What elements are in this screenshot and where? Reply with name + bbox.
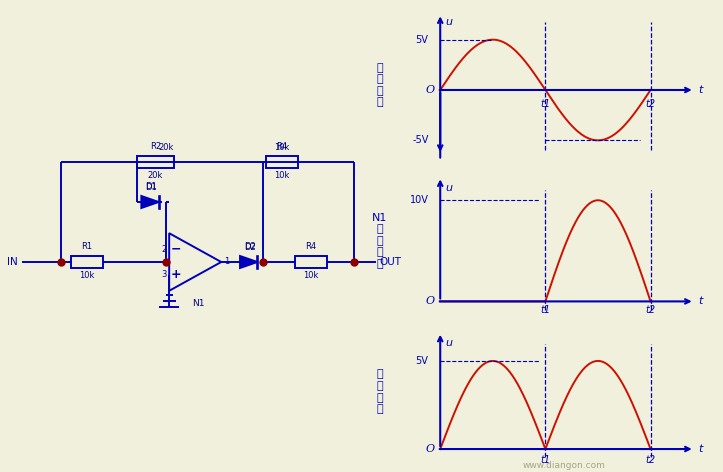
Text: t1: t1: [540, 99, 550, 109]
Text: −: −: [171, 243, 181, 256]
Bar: [266, 156, 298, 168]
Text: O: O: [426, 296, 435, 306]
Bar: [137, 156, 174, 168]
Text: 10k: 10k: [274, 171, 290, 180]
Text: t2: t2: [646, 305, 656, 315]
Text: u: u: [445, 17, 453, 27]
Text: 20k: 20k: [158, 143, 174, 152]
Polygon shape: [240, 256, 257, 268]
Text: IN: IN: [7, 257, 18, 267]
Text: O: O: [426, 444, 435, 454]
Text: u: u: [445, 183, 453, 193]
Text: -5V: -5V: [412, 135, 429, 145]
Text: t1: t1: [540, 455, 550, 465]
Text: t: t: [698, 296, 702, 306]
Text: O: O: [426, 85, 435, 95]
Text: t1: t1: [540, 305, 550, 315]
Text: D2: D2: [244, 243, 256, 252]
Text: OUT: OUT: [380, 257, 401, 267]
Bar: [295, 256, 327, 268]
Text: 10k: 10k: [274, 143, 290, 152]
Text: 输
出
信
号: 输 出 信 号: [377, 370, 383, 414]
Text: 1: 1: [224, 258, 229, 267]
Text: 10k: 10k: [79, 271, 95, 280]
Text: 20k: 20k: [147, 171, 163, 180]
Text: D1: D1: [145, 182, 158, 191]
Text: u: u: [445, 338, 453, 348]
Text: t2: t2: [646, 99, 656, 109]
Text: R2: R2: [150, 142, 161, 151]
Text: D1: D1: [145, 183, 158, 192]
Text: +: +: [171, 268, 181, 281]
Text: t: t: [698, 85, 702, 95]
Text: R4: R4: [305, 242, 317, 251]
Text: 5V: 5V: [416, 34, 429, 45]
Text: R4: R4: [276, 142, 288, 151]
Text: t2: t2: [646, 455, 656, 465]
Text: t: t: [698, 444, 702, 454]
Text: D2: D2: [244, 242, 256, 251]
Text: 10k: 10k: [303, 271, 319, 280]
Text: 2: 2: [161, 245, 166, 254]
Bar: [71, 256, 103, 268]
Text: R1: R1: [81, 242, 93, 251]
Text: N1
输
出
信
号: N1 输 出 信 号: [372, 212, 388, 269]
Text: N1: N1: [192, 299, 205, 308]
Text: 3: 3: [161, 270, 166, 279]
Text: 5V: 5V: [416, 356, 429, 366]
Text: 输
入
信
号: 输 入 信 号: [377, 63, 383, 107]
Text: 10V: 10V: [410, 195, 429, 205]
Text: www.diangon.com: www.diangon.com: [523, 461, 605, 470]
Polygon shape: [142, 196, 159, 208]
